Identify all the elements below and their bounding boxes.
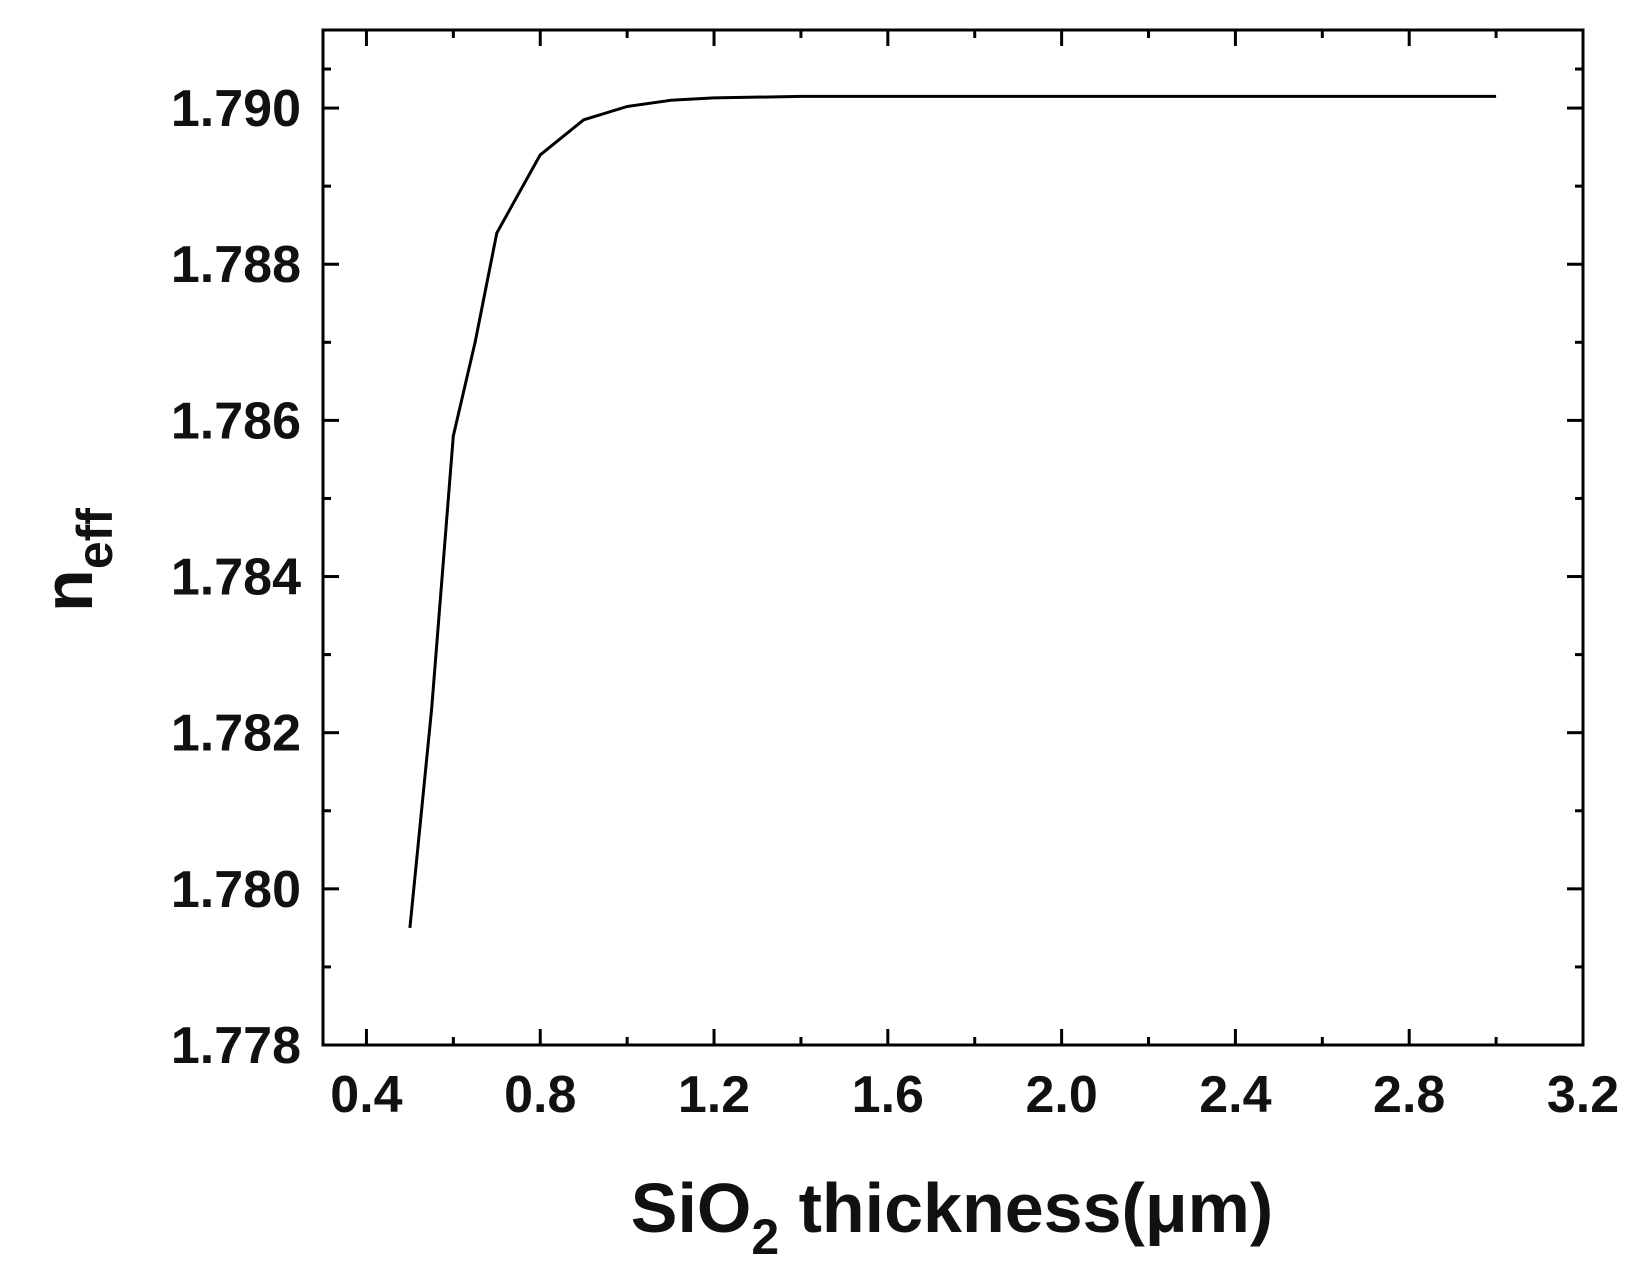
x-tick-label: 2.0 [1025,1066,1097,1124]
x-tick-label: 0.4 [330,1066,402,1124]
x-axis-title: SiO2 thickness(μm) [631,1169,1273,1265]
y-tick-label: 1.778 [171,1017,301,1075]
y-ticks: 1.778 1.780 1.782 1.784 1.786 1.788 1.790 [171,67,1583,1075]
y-tick-label: 1.784 [171,549,301,607]
x-ticks: 0.4 0.8 1.2 1.6 2.0 2.4 2.8 3.2 [330,30,1619,1124]
x-tick-label: 2.8 [1373,1066,1445,1124]
y-tick-label: 1.780 [171,861,301,919]
plot-area [321,28,1585,1047]
series-line [408,94,1497,929]
x-tick-label: 2.4 [1199,1066,1271,1124]
y-axis-title: neff [29,508,123,612]
x-tick-label: 3.2 [1547,1066,1619,1124]
x-tick-label: 0.8 [504,1066,576,1124]
y-tick-label: 1.790 [171,80,301,138]
y-tick-label: 1.788 [171,236,301,294]
y-tick-label: 1.786 [171,392,301,450]
x-tick-label: 1.2 [678,1066,750,1124]
y-tick-label: 1.782 [171,705,301,763]
x-tick-label: 1.6 [852,1066,924,1124]
